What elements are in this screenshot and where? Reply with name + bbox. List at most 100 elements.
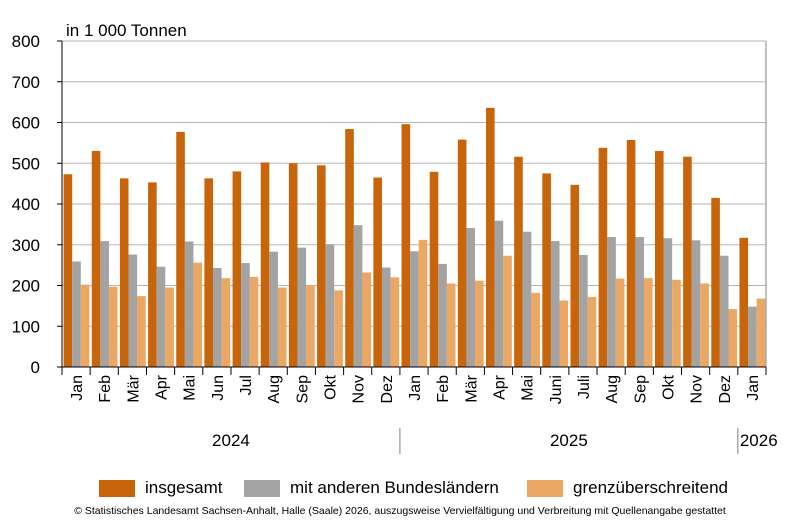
x-tick-label: Dez (717, 375, 734, 403)
y-tick-label: 400 (12, 195, 40, 214)
x-tick-label: Apr (491, 374, 508, 400)
y-tick-label: 500 (12, 154, 40, 173)
bar (213, 267, 222, 367)
y-tick-label: 300 (12, 236, 40, 255)
bar (626, 140, 636, 367)
bar (542, 173, 551, 367)
bar (570, 184, 580, 367)
y-tick-label: 600 (12, 114, 40, 133)
bar (325, 244, 335, 367)
bar (503, 255, 512, 367)
bar (663, 238, 673, 367)
bar (269, 251, 278, 367)
bar (748, 306, 757, 367)
bar (700, 283, 709, 367)
bar (63, 174, 73, 367)
legend-label: grenzüberschreitend (573, 478, 728, 497)
bar (306, 285, 315, 367)
bar (334, 290, 343, 367)
bar (288, 163, 298, 367)
bar (165, 287, 174, 367)
legend-swatch (99, 479, 135, 497)
x-tick-label: Mai (182, 375, 199, 401)
bar (466, 228, 476, 367)
bar (232, 171, 242, 367)
x-tick-label: Okt (323, 374, 340, 399)
bar (654, 151, 664, 367)
x-tick-label: Feb (435, 375, 452, 403)
x-tick-label: Juni (548, 375, 565, 404)
bar (711, 197, 720, 367)
bar (598, 147, 608, 367)
bar (514, 156, 523, 367)
bar (410, 251, 419, 367)
bar (260, 162, 270, 367)
bar (137, 296, 146, 367)
bar (100, 241, 109, 367)
legend-item-grenzueberschreitend: grenzüberschreitend (527, 478, 728, 498)
y-tick-label: 700 (12, 73, 40, 92)
legend-swatch (244, 479, 280, 497)
x-tick-label: Jun (210, 375, 227, 401)
bar (80, 284, 90, 367)
bar (381, 267, 391, 367)
copyright-notice: © Statistisches Landesamt Sachsen-Anhalt… (74, 505, 726, 517)
x-tick-label: Jul (238, 375, 255, 395)
bar (728, 309, 738, 367)
year-label: 2025 (550, 431, 588, 450)
bar (418, 239, 428, 367)
unit-label: in 1 000 Tonnen (66, 21, 187, 40)
bar (607, 237, 616, 367)
bar (559, 300, 569, 367)
bar (579, 254, 588, 367)
x-tick-label: Nov (689, 375, 706, 403)
x-tick-label: Aug (604, 375, 621, 403)
x-tick-label: Mär (125, 374, 142, 402)
bar (241, 263, 250, 367)
bar (345, 129, 354, 367)
y-tick-label: 800 (12, 32, 40, 51)
legend-item-mit-anderen-bundeslaendern: mit anderen Bundesländern (244, 478, 499, 498)
bar (719, 255, 729, 367)
bar (184, 241, 194, 367)
bar (119, 178, 129, 367)
legend-label: mit anderen Bundesländern (290, 478, 499, 497)
bar (486, 107, 495, 367)
bar (72, 261, 81, 367)
bar (204, 178, 213, 367)
bar (176, 131, 185, 367)
bar (756, 298, 766, 367)
bar (457, 139, 467, 367)
bar (550, 241, 560, 367)
bar (672, 279, 681, 367)
bar (446, 283, 456, 367)
bar (317, 165, 326, 367)
x-tick-label: Jan (407, 375, 424, 401)
x-tick-label: Nov (351, 375, 368, 403)
bar (683, 156, 692, 367)
x-tick-label: Mär (463, 374, 480, 402)
bar (531, 292, 540, 367)
bar (429, 171, 439, 367)
x-tick-label: Aug (266, 375, 283, 403)
x-tick-label: Sep (632, 375, 649, 404)
bar (362, 272, 371, 367)
bar (390, 277, 400, 367)
x-tick-label: Jan (69, 375, 86, 401)
bar (739, 237, 749, 367)
bar (494, 220, 504, 367)
x-tick-label: Feb (97, 375, 114, 403)
bar (193, 262, 203, 367)
x-tick-label: Okt (660, 374, 677, 399)
bar (644, 278, 653, 367)
y-tick-label: 200 (12, 277, 40, 296)
bar (277, 287, 287, 367)
x-tick-label: Sep (294, 375, 311, 404)
x-tick-label: Mai (520, 375, 537, 401)
bar (156, 266, 166, 367)
legend-item-insgesamt: insgesamt (99, 478, 222, 498)
legend-swatch (527, 479, 563, 497)
bar (108, 286, 118, 367)
